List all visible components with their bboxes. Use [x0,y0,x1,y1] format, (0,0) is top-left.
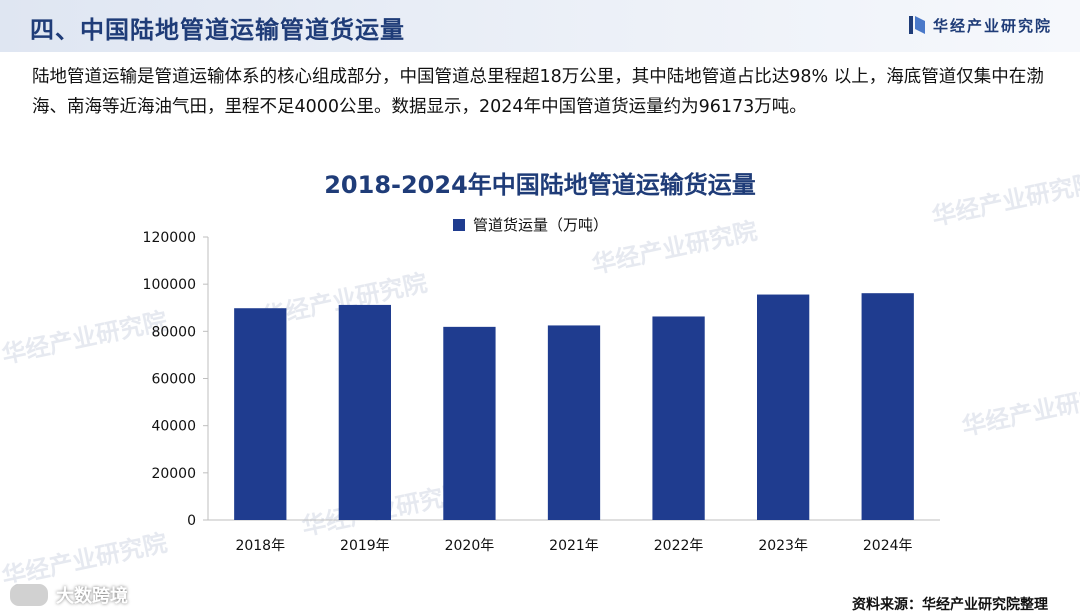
y-tick-label: 80000 [151,324,196,340]
chart-legend: 管道货运量（万吨） [453,214,608,235]
bar [234,308,287,520]
x-tick-label: 2020年 [445,538,495,554]
bar [652,316,705,520]
corner-logo: 大数跨境 [8,582,128,608]
bar [547,325,601,520]
x-tick-label: 2024年 [863,538,913,554]
x-tick-label: 2021年 [549,538,599,554]
brand-logo-icon [908,16,925,34]
corner-logo-text: 大数跨境 [56,586,128,607]
brand-name: 华经产业研究院 [932,16,1052,35]
y-tick-label: 120000 [143,230,196,246]
y-tick-label: 100000 [143,277,196,293]
brand: 华经产业研究院 [908,14,1052,36]
source-note: 资料来源：华经产业研究院整理 [852,597,1048,613]
bar [443,326,496,520]
bar [757,294,810,520]
legend-swatch [453,218,465,231]
bar [338,304,391,520]
corner-logo-icon [8,582,50,608]
y-tick-label: 40000 [151,419,196,435]
legend-label: 管道货运量（万吨） [473,216,609,234]
header-band [0,0,1080,52]
x-tick-label: 2019年 [340,538,390,554]
bar [861,293,914,520]
intro-text: 陆地管道运输是管道运输体系的核心组成部分，中国管道总里程超18万公里，其中陆地管… [32,67,1044,117]
x-tick-label: 2023年 [758,538,808,554]
y-tick-label: 60000 [151,372,196,388]
y-tick-label: 0 [187,513,196,529]
x-tick-label: 2018年 [235,538,285,554]
x-tick-label: 2022年 [654,538,704,554]
y-tick-label: 20000 [151,466,196,482]
chart-title: 2018-2024年中国陆地管道运输货运量 [324,171,756,199]
section-title: 四、中国陆地管道运输管道货运量 [30,16,405,44]
